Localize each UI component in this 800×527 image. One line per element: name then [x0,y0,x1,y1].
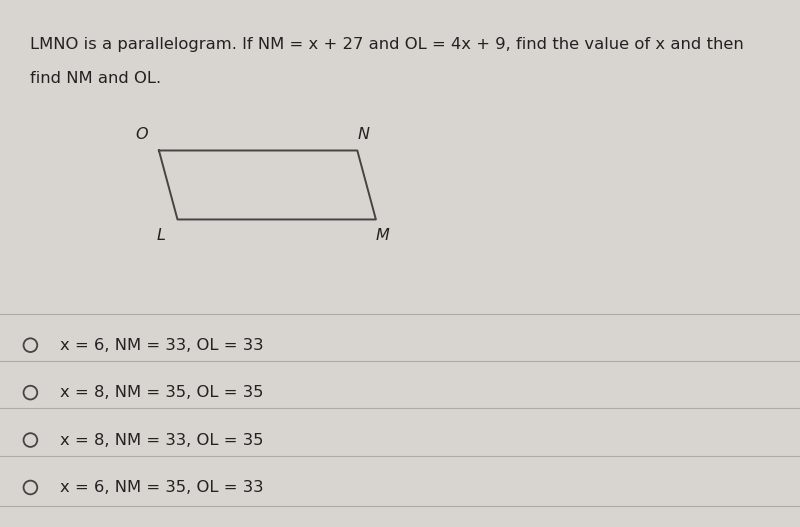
Text: LMNO is a parallelogram. If NM = x + 27 and OL = 4x + 9, find the value of x and: LMNO is a parallelogram. If NM = x + 27 … [30,37,744,52]
Text: M: M [375,228,389,242]
Text: N: N [358,128,370,142]
Text: x = 8, NM = 33, OL = 35: x = 8, NM = 33, OL = 35 [60,433,263,447]
Text: x = 6, NM = 33, OL = 33: x = 6, NM = 33, OL = 33 [60,338,263,353]
Text: O: O [136,128,149,142]
Text: x = 6, NM = 35, OL = 33: x = 6, NM = 35, OL = 33 [60,480,263,495]
Text: x = 8, NM = 35, OL = 35: x = 8, NM = 35, OL = 35 [60,385,263,400]
Text: find NM and OL.: find NM and OL. [30,71,162,86]
Text: L: L [156,228,165,242]
